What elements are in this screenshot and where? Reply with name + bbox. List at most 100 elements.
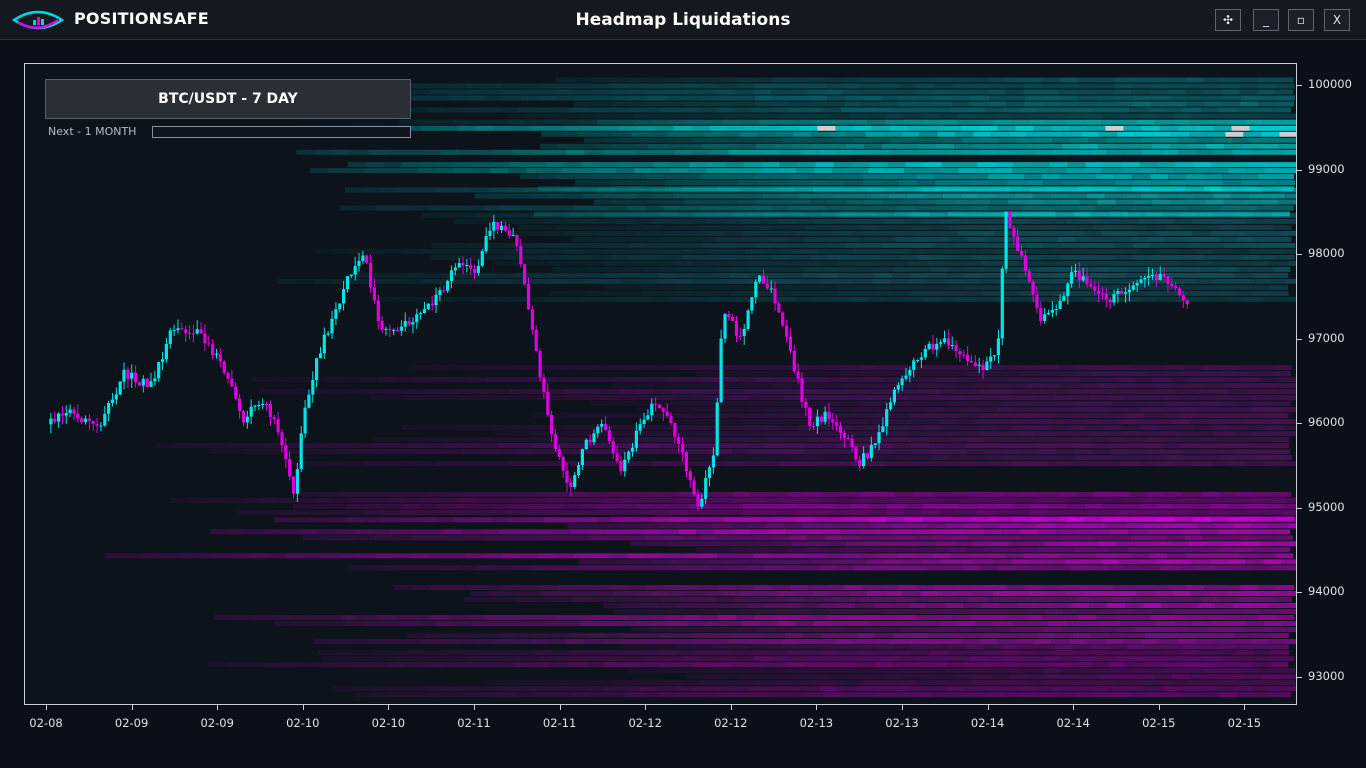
heat-cell (1146, 547, 1164, 553)
heat-cell (1138, 230, 1157, 236)
heat-cell (845, 377, 864, 383)
heat-cell (385, 248, 404, 254)
heat-cell (935, 199, 954, 205)
candle-body (430, 303, 434, 306)
heat-cell (1004, 535, 1023, 541)
heat-cell (539, 242, 558, 248)
heatmap-chart[interactable] (25, 64, 1297, 705)
heat-cell (1276, 585, 1295, 590)
heat-cell (1024, 585, 1043, 590)
heat-cell (982, 413, 1001, 419)
candle-body (422, 309, 427, 314)
candle-body (272, 417, 276, 420)
heat-cell (1247, 389, 1266, 395)
candle-body (380, 320, 384, 330)
heat-cell (669, 509, 688, 515)
heat-cell (1250, 565, 1269, 571)
heat-cell (485, 377, 504, 383)
heat-cell (864, 541, 883, 547)
heat-cell (1061, 199, 1080, 205)
heat-cell (1037, 211, 1056, 217)
heat-cell (1017, 395, 1036, 401)
heat-cell (810, 143, 828, 149)
heat-cell (1215, 431, 1234, 437)
heat-cell (1275, 205, 1294, 211)
maximize-button[interactable]: ▫ (1288, 9, 1314, 31)
heat-cell (1141, 639, 1160, 644)
heat-cell (771, 186, 790, 192)
heat-cell (754, 174, 773, 180)
heat-cell (770, 535, 789, 541)
heat-cell (830, 591, 849, 596)
heat-cell (298, 662, 317, 668)
heat-cell (760, 230, 779, 236)
heat-cell (1052, 278, 1071, 284)
heat-cell (545, 162, 564, 168)
heat-cell (822, 401, 841, 407)
heat-cell (517, 224, 536, 230)
heat-cell (273, 509, 292, 515)
heat-cell (1165, 491, 1184, 497)
heat-cell (1180, 284, 1199, 290)
heat-cell (1270, 413, 1289, 419)
heat-cell (943, 639, 962, 644)
heat-cell (533, 443, 551, 449)
heat-cell (1204, 656, 1223, 662)
heat-cell (768, 401, 787, 407)
heat-cell (466, 254, 485, 260)
heat-cell (802, 290, 821, 296)
heat-cell (1149, 186, 1168, 192)
heat-cell (848, 674, 866, 680)
heat-cell (475, 212, 494, 218)
heat-cell (783, 260, 802, 266)
heat-cell (849, 509, 868, 515)
heat-cell (1060, 83, 1079, 89)
heat-cell (1127, 650, 1146, 656)
minimize-button[interactable]: _ (1253, 9, 1279, 31)
symbol-timeframe-button[interactable]: BTC/USDT - 7 DAY (45, 79, 411, 119)
heat-cell (959, 389, 978, 395)
heat-cell (640, 662, 659, 668)
heat-cell (957, 113, 976, 119)
heat-cell (687, 296, 706, 302)
heat-cell (629, 680, 648, 686)
heat-cell (556, 83, 575, 89)
heat-cell (969, 205, 988, 211)
heat-cell (892, 662, 911, 668)
heat-cell (1002, 547, 1020, 553)
chart-frame[interactable] (24, 63, 1297, 705)
heat-cell (1012, 230, 1031, 236)
heat-cell (425, 443, 443, 449)
heat-cell (310, 461, 329, 467)
heat-cell (670, 621, 688, 626)
heat-cell (712, 272, 731, 278)
heat-cell (831, 119, 850, 125)
heat-cell (1119, 119, 1138, 125)
heat-cell (1269, 523, 1288, 529)
heat-cell (458, 565, 477, 571)
heat-cell (641, 650, 660, 656)
heat-cell (916, 656, 935, 662)
heat-cell (531, 431, 550, 437)
heat-cell (1036, 633, 1055, 638)
candle-body (600, 424, 604, 427)
heat-cell (597, 119, 616, 125)
heat-cell (783, 603, 802, 608)
heat-cell (1152, 541, 1171, 547)
heat-cell (214, 615, 233, 620)
heat-cell (853, 248, 872, 254)
move-button[interactable]: ✣ (1215, 9, 1241, 31)
heat-cell (646, 515, 665, 521)
heat-cell (515, 437, 534, 443)
heat-cell (1057, 491, 1076, 497)
heat-cell (900, 627, 919, 632)
heat-cell (1231, 248, 1250, 254)
heat-cell (897, 553, 916, 559)
heat-cell (841, 692, 859, 698)
heat-cell (1150, 585, 1169, 590)
heat-cell (519, 205, 538, 211)
close-button[interactable]: X (1324, 9, 1350, 31)
heat-cell (913, 597, 932, 602)
heat-cell (784, 633, 803, 638)
heat-cell (264, 449, 283, 455)
